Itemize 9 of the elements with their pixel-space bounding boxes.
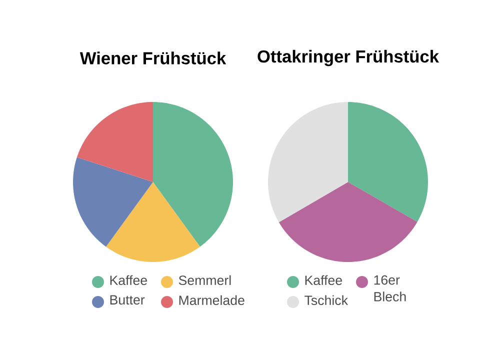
legend-label: Kaffee [305, 275, 342, 286]
legend-label: 16er Blech [374, 275, 406, 302]
legend-label: Marmelade [179, 295, 244, 306]
legend-label: Semmerl [178, 275, 231, 286]
chart-title: Wiener Frühstück [80, 52, 226, 64]
legend-label: Kaffee [110, 275, 147, 286]
legend-label: Butter [110, 295, 145, 305]
chart-title: Ottakringer Frühstück [258, 50, 440, 66]
legend-label: Tschick [304, 295, 348, 306]
